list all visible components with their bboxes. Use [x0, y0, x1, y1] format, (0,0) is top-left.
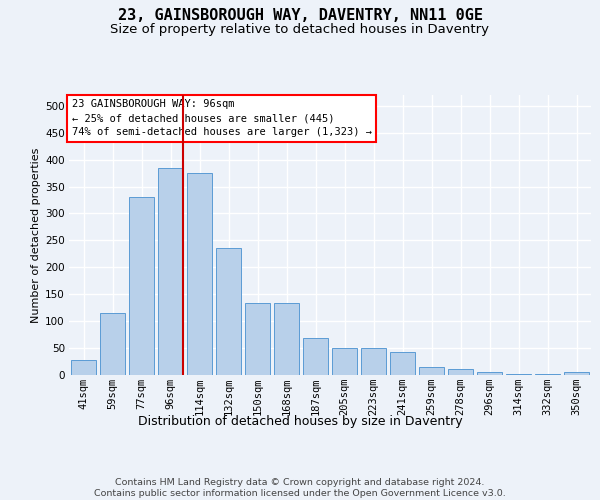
Text: 23, GAINSBOROUGH WAY, DAVENTRY, NN11 0GE: 23, GAINSBOROUGH WAY, DAVENTRY, NN11 0GE: [118, 8, 482, 22]
Bar: [564, 372, 589, 375]
Bar: [535, 374, 560, 375]
Bar: [187, 173, 212, 375]
Bar: [332, 348, 357, 375]
Bar: [245, 304, 270, 375]
Bar: [129, 198, 154, 375]
Text: Size of property relative to detached houses in Daventry: Size of property relative to detached ho…: [110, 22, 490, 36]
Text: Distribution of detached houses by size in Daventry: Distribution of detached houses by size …: [137, 414, 463, 428]
Bar: [390, 352, 415, 375]
Bar: [477, 372, 502, 375]
Bar: [216, 248, 241, 375]
Bar: [303, 338, 328, 375]
Text: Contains HM Land Registry data © Crown copyright and database right 2024.
Contai: Contains HM Land Registry data © Crown c…: [94, 478, 506, 498]
Bar: [448, 369, 473, 375]
Bar: [419, 367, 444, 375]
Bar: [506, 374, 531, 375]
Bar: [71, 360, 96, 375]
Bar: [158, 168, 183, 375]
Text: 23 GAINSBOROUGH WAY: 96sqm
← 25% of detached houses are smaller (445)
74% of sem: 23 GAINSBOROUGH WAY: 96sqm ← 25% of deta…: [71, 99, 371, 137]
Bar: [361, 348, 386, 375]
Bar: [274, 304, 299, 375]
Bar: [100, 313, 125, 375]
Y-axis label: Number of detached properties: Number of detached properties: [31, 148, 41, 322]
